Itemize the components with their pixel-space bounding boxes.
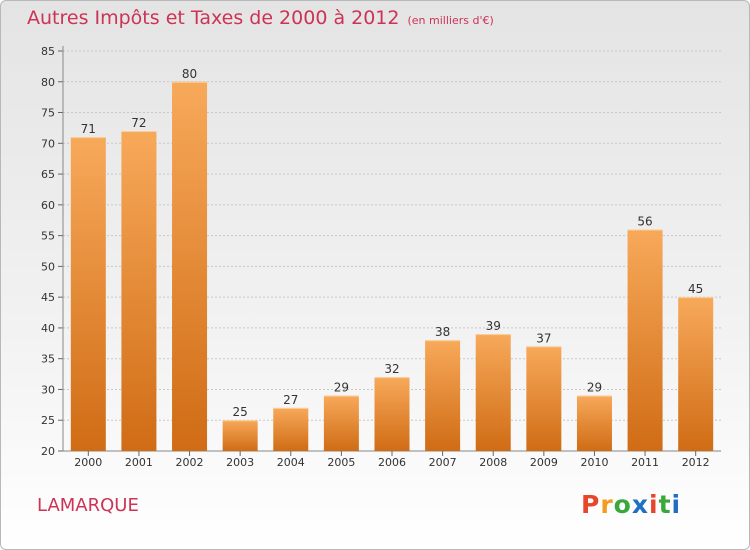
bar	[526, 346, 562, 451]
y-tick-label: 65	[41, 168, 55, 181]
x-tick-label: 2003	[226, 456, 254, 469]
data-label: 29	[334, 381, 349, 395]
data-label: 27	[283, 393, 298, 407]
commune-name: LAMARQUE	[37, 495, 139, 516]
y-tick-label: 55	[41, 230, 55, 243]
y-tick-label: 45	[41, 291, 55, 304]
y-tick-label: 75	[41, 107, 55, 120]
bar	[222, 420, 258, 451]
x-tick-label: 2008	[479, 456, 507, 469]
data-label: 39	[486, 319, 501, 333]
proxiti-logo: Proxiti	[581, 490, 681, 519]
logo-letter: o	[613, 490, 632, 519]
bar	[121, 131, 157, 451]
data-label: 38	[435, 325, 450, 339]
logo-letter: r	[600, 490, 614, 519]
y-tick-label: 35	[41, 353, 55, 366]
bar	[425, 340, 461, 451]
bar	[374, 377, 410, 451]
data-label: 72	[131, 116, 146, 130]
y-tick-label: 70	[41, 137, 55, 150]
x-tick-label: 2007	[429, 456, 457, 469]
bar	[475, 334, 511, 451]
y-tick-label: 85	[41, 45, 55, 58]
x-tick-label: 2009	[530, 456, 558, 469]
x-tick-label: 2005	[327, 456, 355, 469]
bars	[70, 81, 714, 452]
data-label: 56	[637, 214, 652, 228]
x-tick-label: 2011	[631, 456, 659, 469]
logo-letter: i	[671, 490, 682, 519]
bar	[172, 81, 208, 452]
chart-title-text: Autres Impôts et Taxes de 2000 à 2012	[27, 7, 400, 29]
y-tick-label: 20	[41, 445, 55, 458]
data-label: 29	[587, 381, 602, 395]
logo-letter: t	[658, 490, 672, 519]
bar	[273, 407, 309, 451]
chart-subtitle: (en milliers d'€)	[407, 14, 494, 27]
x-tick-label: 2004	[277, 456, 305, 469]
y-tick-label: 80	[41, 76, 55, 89]
logo-letter: x	[631, 490, 649, 519]
y-tick-label: 40	[41, 322, 55, 335]
y-tick-label: 50	[41, 260, 55, 273]
bar	[70, 137, 106, 451]
y-tick-label: 25	[41, 414, 55, 427]
bar	[576, 395, 612, 451]
data-labels: 71 72 80 25 27 29 32 38 39 37 29 56 45	[81, 67, 704, 419]
data-label: 32	[384, 362, 399, 376]
bar	[678, 297, 714, 451]
data-label: 71	[81, 122, 96, 136]
x-tick-label: 2002	[176, 456, 204, 469]
bar	[323, 395, 359, 451]
data-label: 80	[182, 67, 197, 81]
x-tick-label: 2010	[580, 456, 608, 469]
logo-letter: P	[581, 490, 601, 519]
y-tick-label: 30	[41, 383, 55, 396]
y-tick-label: 60	[41, 199, 55, 212]
x-tick-label: 2000	[74, 456, 102, 469]
logo-letter: i	[649, 490, 659, 519]
x-tick-label: 2001	[125, 456, 153, 469]
x-tick-label: 2006	[378, 456, 406, 469]
data-label: 45	[688, 282, 703, 296]
data-label: 25	[233, 405, 248, 419]
chart-title: Autres Impôts et Taxes de 2000 à 2012 (en…	[27, 7, 494, 29]
data-label: 37	[536, 331, 551, 345]
bar	[627, 229, 663, 451]
x-tick-label: 2012	[682, 456, 710, 469]
